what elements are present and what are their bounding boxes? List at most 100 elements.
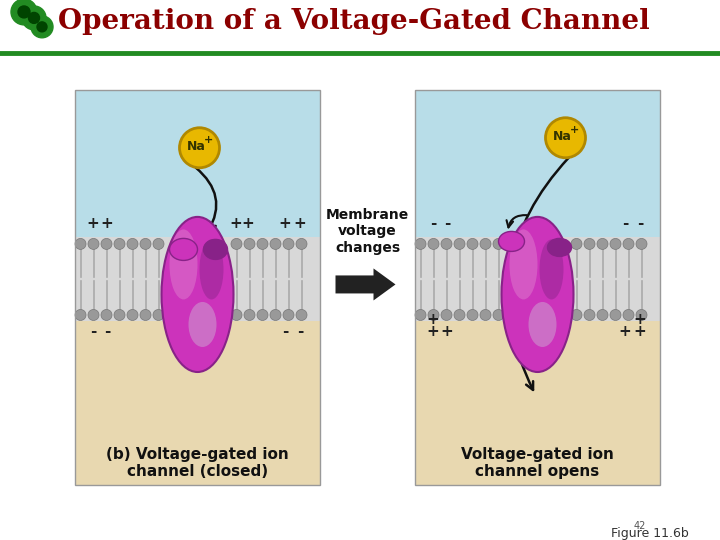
Circle shape — [18, 6, 30, 18]
Bar — [415, 238, 660, 321]
Text: -: - — [90, 324, 96, 339]
Circle shape — [153, 239, 164, 249]
Text: Na: Na — [553, 130, 572, 143]
Text: Voltage-gated ion
channel opens: Voltage-gated ion channel opens — [461, 447, 614, 479]
Text: +: + — [204, 135, 213, 145]
Circle shape — [244, 239, 255, 249]
Circle shape — [270, 309, 281, 320]
Circle shape — [597, 239, 608, 249]
Circle shape — [296, 309, 307, 320]
Circle shape — [140, 309, 151, 320]
Circle shape — [415, 239, 426, 249]
Bar — [75, 238, 320, 321]
Circle shape — [127, 309, 138, 320]
Text: +: + — [427, 312, 439, 327]
Circle shape — [270, 239, 281, 249]
Circle shape — [257, 239, 268, 249]
Circle shape — [283, 309, 294, 320]
Circle shape — [467, 309, 478, 320]
Circle shape — [88, 309, 99, 320]
Circle shape — [22, 6, 46, 30]
Circle shape — [114, 309, 125, 320]
Circle shape — [454, 239, 465, 249]
Bar — [75, 90, 320, 279]
Circle shape — [636, 239, 647, 249]
Circle shape — [101, 239, 112, 249]
Text: Operation of a Voltage-Gated Channel: Operation of a Voltage-Gated Channel — [58, 9, 649, 36]
Circle shape — [88, 239, 99, 249]
Text: -: - — [636, 216, 643, 231]
Ellipse shape — [498, 232, 524, 252]
Circle shape — [231, 309, 242, 320]
Circle shape — [31, 16, 53, 38]
Circle shape — [244, 309, 255, 320]
Ellipse shape — [547, 239, 572, 256]
Circle shape — [37, 22, 47, 32]
Bar — [75, 90, 320, 485]
FancyArrow shape — [336, 268, 395, 300]
Text: +: + — [229, 216, 242, 231]
Text: +: + — [241, 216, 254, 231]
Circle shape — [636, 309, 647, 320]
Circle shape — [546, 118, 585, 158]
Ellipse shape — [189, 302, 217, 347]
Circle shape — [428, 239, 439, 249]
Bar — [75, 279, 320, 485]
Circle shape — [231, 239, 242, 249]
Circle shape — [283, 239, 294, 249]
Circle shape — [623, 239, 634, 249]
Circle shape — [11, 0, 37, 25]
Text: Figure 11.6b: Figure 11.6b — [611, 528, 689, 540]
Text: -: - — [104, 324, 110, 339]
Circle shape — [623, 309, 634, 320]
Circle shape — [454, 309, 465, 320]
Text: -: - — [430, 216, 436, 231]
Ellipse shape — [539, 239, 564, 300]
Text: -: - — [622, 216, 628, 231]
Circle shape — [441, 239, 452, 249]
Circle shape — [257, 309, 268, 320]
Circle shape — [75, 309, 86, 320]
Text: +: + — [634, 312, 647, 327]
Text: +: + — [570, 125, 579, 135]
Text: +: + — [634, 324, 647, 339]
Ellipse shape — [169, 230, 197, 300]
Circle shape — [597, 309, 608, 320]
Bar — [415, 90, 660, 279]
Text: -: - — [282, 324, 288, 339]
Ellipse shape — [502, 217, 574, 372]
Circle shape — [101, 309, 112, 320]
Text: +: + — [294, 216, 307, 231]
Text: -: - — [444, 216, 450, 231]
Circle shape — [140, 239, 151, 249]
Ellipse shape — [518, 227, 546, 241]
Text: (b) Voltage-gated ion
channel (closed): (b) Voltage-gated ion channel (closed) — [106, 447, 289, 479]
Circle shape — [114, 239, 125, 249]
Ellipse shape — [161, 217, 233, 372]
Circle shape — [493, 239, 504, 249]
Bar — [415, 90, 660, 485]
Circle shape — [179, 128, 220, 168]
Text: +: + — [427, 324, 439, 339]
Text: 42: 42 — [634, 521, 646, 531]
Circle shape — [480, 239, 491, 249]
Circle shape — [153, 309, 164, 320]
Circle shape — [610, 239, 621, 249]
Circle shape — [428, 309, 439, 320]
Text: +: + — [279, 216, 292, 231]
Circle shape — [584, 309, 595, 320]
Ellipse shape — [182, 225, 212, 241]
Circle shape — [584, 239, 595, 249]
Circle shape — [480, 309, 491, 320]
Circle shape — [441, 309, 452, 320]
Text: Membrane
voltage
changes: Membrane voltage changes — [326, 208, 409, 254]
Ellipse shape — [510, 230, 538, 300]
Circle shape — [467, 239, 478, 249]
Ellipse shape — [199, 239, 223, 300]
Text: +: + — [618, 324, 631, 339]
Circle shape — [493, 309, 504, 320]
Circle shape — [571, 309, 582, 320]
Text: -: - — [297, 324, 303, 339]
Circle shape — [127, 239, 138, 249]
Circle shape — [29, 12, 40, 23]
